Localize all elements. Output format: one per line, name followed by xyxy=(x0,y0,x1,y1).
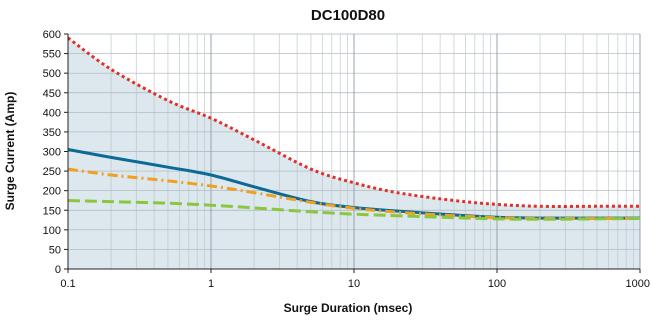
chart-title: DC100D80 xyxy=(311,7,385,24)
axes xyxy=(64,33,641,273)
y-tick-label: 250 xyxy=(43,166,61,178)
y-tick-label: 300 xyxy=(43,147,61,159)
grid-lines xyxy=(67,33,641,270)
y-tick-label: 150 xyxy=(43,205,61,217)
y-axis-label: Surge Current (Amp) xyxy=(3,92,17,211)
x-tick-label: 10 xyxy=(348,278,360,290)
y-tick-label: 550 xyxy=(43,49,61,61)
y-tick-label: 450 xyxy=(43,88,61,100)
y-tick-label: 200 xyxy=(43,186,61,198)
series-line-3 xyxy=(67,167,640,221)
y-tick-label: 400 xyxy=(43,107,61,119)
x-tick-label: 0.1 xyxy=(60,278,75,290)
x-tick-label: 100 xyxy=(488,278,506,290)
series-line-1 xyxy=(67,36,640,208)
x-tick-labels: 0.1 1 10 100 1000 xyxy=(60,278,650,290)
y-tick-label: 0 xyxy=(55,264,61,276)
y-tick-label: 50 xyxy=(49,244,61,256)
y-tick-label: 100 xyxy=(43,225,61,237)
x-tick-label: 1000 xyxy=(626,278,650,290)
x-axis-label: Surge Duration (msec) xyxy=(284,301,413,315)
x-tick-label: 1 xyxy=(208,278,214,290)
y-tick-label: 350 xyxy=(43,127,61,139)
y-tick-label: 600 xyxy=(43,29,61,41)
series-group xyxy=(67,36,641,221)
y-tick-label: 500 xyxy=(43,68,61,80)
y-tick-labels: 0 50 100 150 200 250 300 350 400 450 500 550 600 xyxy=(43,29,61,276)
